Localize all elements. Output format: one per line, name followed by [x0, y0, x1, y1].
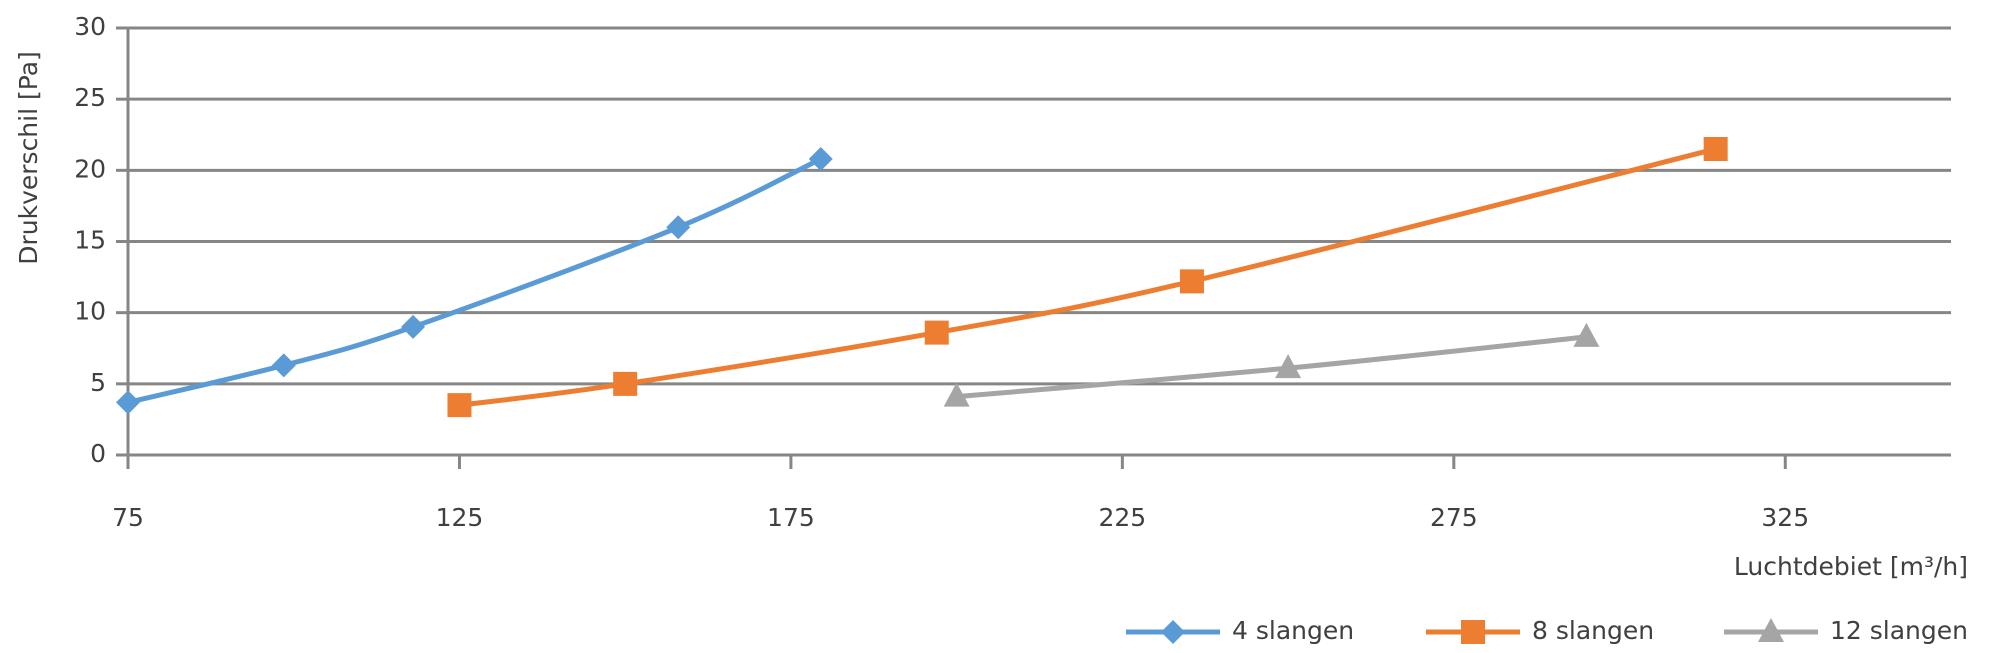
y-tick-label: 10: [74, 297, 106, 326]
y-axis-title: Drukverschil [Pa]: [14, 51, 43, 265]
marker: [1179, 269, 1204, 294]
marker: [401, 314, 426, 339]
legend-label: 12 slangen: [1830, 616, 1968, 645]
x-tick-label: 125: [436, 503, 484, 532]
legend-label: 4 slangen: [1232, 616, 1354, 645]
x-tick-label: 175: [767, 503, 815, 532]
marker: [447, 393, 472, 418]
y-tick-label: 5: [90, 368, 106, 397]
marker: [666, 215, 691, 240]
marker: [116, 390, 140, 415]
marker: [1573, 322, 1600, 347]
marker: [1758, 618, 1784, 642]
marker: [1275, 354, 1302, 379]
marker: [924, 320, 949, 345]
y-tick-label: 20: [74, 154, 106, 183]
series-line: [956, 334, 1587, 400]
y-tick-label: 15: [74, 226, 106, 255]
legend-label: 8 slangen: [1532, 616, 1654, 645]
y-tick-label: 30: [74, 12, 106, 41]
marker: [271, 353, 296, 378]
y-tick-label: 0: [90, 439, 106, 468]
marker: [613, 371, 638, 396]
series-line: [127, 156, 822, 405]
x-tick-label: 275: [1430, 503, 1478, 532]
marker: [808, 146, 833, 171]
x-axis-title: Luchtdebiet [m³/h]: [1734, 552, 1968, 581]
marker: [1461, 620, 1485, 644]
marker: [943, 382, 970, 407]
x-tick-label: 325: [1761, 503, 1809, 532]
x-tick-label: 225: [1099, 503, 1147, 532]
marker: [1703, 136, 1728, 161]
marker: [1161, 620, 1185, 644]
series-line: [459, 146, 1717, 408]
y-tick-label: 25: [74, 83, 106, 112]
x-tick-label: 75: [112, 503, 144, 532]
